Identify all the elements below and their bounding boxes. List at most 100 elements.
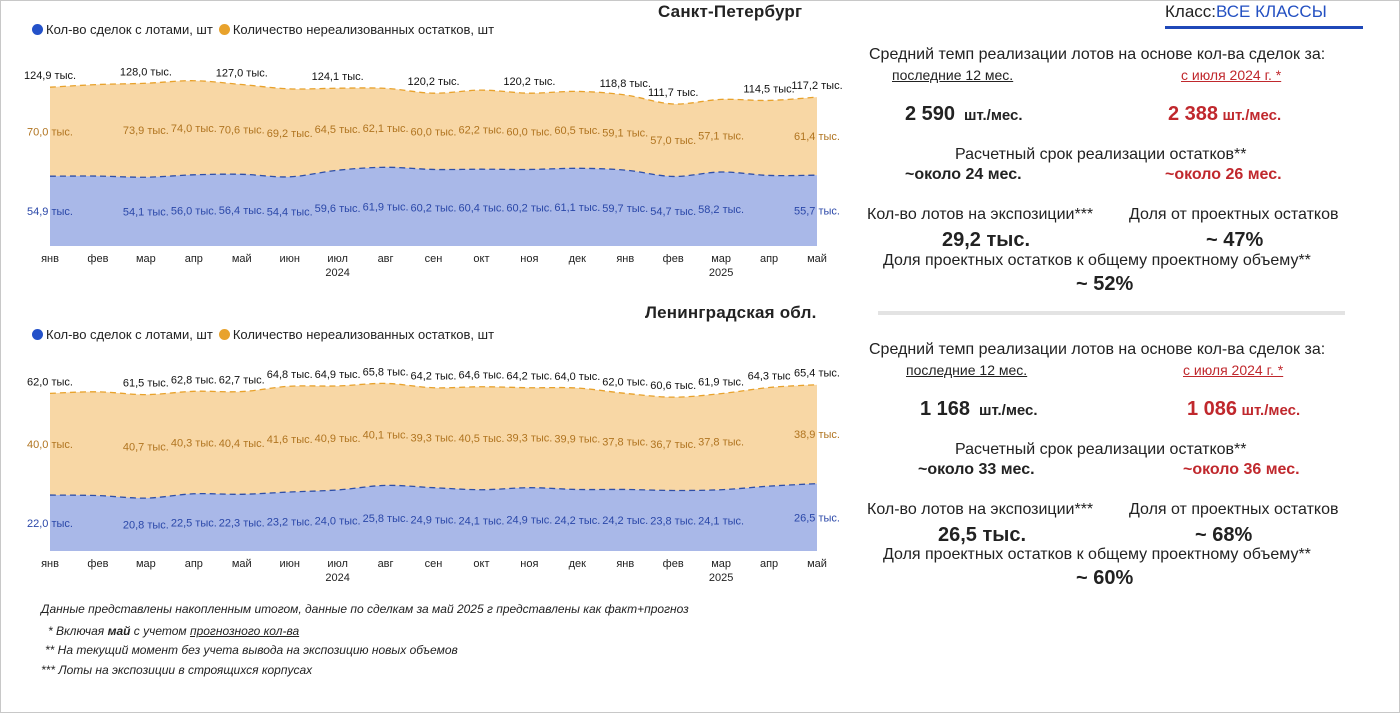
data-label-remaining: 59,1 тыс.: [602, 128, 648, 140]
data-label-remaining: 61,4 тыс.: [794, 131, 840, 143]
data-label-total: 64,2 тыс.: [506, 371, 552, 383]
x-tick-label: июн: [279, 253, 299, 265]
x-tick-label: дек: [569, 558, 587, 570]
data-label-deals: 60,2 тыс.: [506, 203, 552, 215]
class-filter-value[interactable]: ВСЕ КЛАССЫ: [1216, 2, 1327, 21]
exposure-title: Кол-во лотов на экспозиции***: [867, 501, 1094, 518]
data-label-deals: 22,0 тыс.: [27, 518, 73, 530]
x-tick-label: янв: [616, 558, 634, 570]
data-label-total: 62,8 тыс.: [171, 374, 217, 386]
period-12-months: последние 12 мес.: [906, 362, 1028, 378]
data-label-remaining: 70,6 тыс.: [219, 124, 265, 136]
data-label-remaining: 64,5 тыс.: [315, 124, 361, 136]
share-title: Доля от проектных остатков: [1129, 501, 1339, 518]
section-divider: [878, 311, 1345, 315]
x-tick-label: апр: [760, 253, 778, 265]
x-tick-label: дек: [569, 253, 587, 265]
data-label-deals: 61,1 тыс.: [554, 202, 600, 214]
data-label-total: 124,9 тыс.: [24, 70, 76, 82]
footnote-2: ** На текущий момент без учета вывода на…: [45, 643, 458, 657]
data-label-remaining: 60,5 тыс.: [554, 125, 600, 137]
data-label-total: 62,7 тыс.: [219, 375, 265, 387]
data-label-deals: 24,9 тыс.: [411, 514, 457, 526]
data-label-deals: 24,0 тыс.: [315, 515, 361, 527]
data-label-total: 111,7 тыс.: [648, 87, 698, 99]
area-remaining: [50, 383, 817, 499]
legend-lo: Кол-во сделок с лотами, шт Количество не…: [32, 327, 500, 342]
data-label-deals: 59,7 тыс.: [602, 203, 648, 215]
pace-12-months: 2 590 шт./мес.: [905, 103, 1023, 125]
x-tick-label: авг: [378, 253, 394, 265]
x-tick-label: фев: [663, 253, 684, 265]
x-tick-label: апр: [185, 253, 203, 265]
x-tick-label: сен: [425, 253, 443, 265]
data-label-deals: 61,9 тыс.: [363, 202, 409, 214]
period-since-july: с июля 2024 г. *: [1183, 362, 1284, 378]
data-label-remaining: 41,6 тыс.: [267, 434, 313, 446]
data-label-total: 64,2 тыс.: [411, 371, 457, 383]
period-12-months: последние 12 мес.: [892, 67, 1014, 83]
data-label-total: 64,8 тыс.: [267, 369, 313, 381]
legend-item-deals[interactable]: Кол-во сделок с лотами, шт: [32, 327, 213, 342]
data-label-deals: 54,1 тыс.: [123, 207, 169, 219]
x-tick-label: сен: [425, 558, 443, 570]
share-value: ~ 47%: [1206, 229, 1264, 251]
data-label-deals: 22,5 тыс.: [171, 517, 217, 529]
data-label-deals: 24,2 тыс.: [602, 515, 648, 527]
footnote-3: *** Лоты на экспозиции в строящихся корп…: [41, 663, 313, 677]
project-share-title: Доля проектных остатков к общему проектн…: [883, 252, 1311, 269]
x-year-label: 2024: [325, 267, 349, 279]
area-deals: [50, 483, 817, 551]
project-share-value: ~ 60%: [1076, 567, 1134, 589]
x-tick-label: фев: [87, 558, 108, 570]
data-label-remaining: 40,7 тыс.: [123, 441, 169, 453]
data-label-deals: 24,1 тыс.: [698, 515, 744, 527]
line-total: [49, 382, 818, 398]
data-label-remaining: 40,1 тыс.: [363, 429, 409, 441]
x-tick-label: мар: [136, 558, 156, 570]
x-tick-label: окт: [473, 558, 489, 570]
legend-item-remaining[interactable]: Количество нереализованных остатков, шт: [218, 22, 494, 37]
line-total: [49, 80, 818, 105]
x-tick-label: окт: [473, 253, 489, 265]
x-tick-label: фев: [663, 558, 684, 570]
class-filter[interactable]: Класс:ВСЕ КЛАССЫ: [1165, 2, 1327, 22]
data-label-total: 120,2 тыс.: [407, 76, 459, 88]
pace-title: Средний темп реализации лотов на основе …: [869, 46, 1326, 63]
x-tick-label: ноя: [520, 558, 538, 570]
legend-dot-remaining: [218, 24, 230, 35]
x-tick-label: июн: [279, 558, 299, 570]
data-label-total: 64,3 тыс: [748, 370, 791, 382]
data-label-deals: 56,4 тыс.: [219, 205, 265, 217]
data-label-deals: 26,5 тыс.: [794, 512, 840, 524]
exposure-title: Кол-во лотов на экспозиции***: [867, 206, 1094, 223]
data-label-remaining: 40,3 тыс.: [171, 438, 217, 450]
data-label-deals: 54,4 тыс.: [267, 206, 313, 218]
data-label-remaining: 39,3 тыс.: [411, 433, 457, 445]
legend-item-remaining[interactable]: Количество нереализованных остатков, шт: [218, 327, 494, 342]
chart-spb: 124,9 тыс. 70,0 тыс. 54,9 тыс. янв фев 128,0 …: [24, 66, 843, 279]
x-tick-label: май: [232, 253, 252, 265]
term-title: Расчетный срок реализации остатков**: [955, 441, 1247, 458]
project-share-title: Доля проектных остатков к общему проектн…: [883, 546, 1311, 563]
data-label-total: 61,9 тыс.: [698, 377, 744, 389]
data-label-remaining: 74,0 тыс.: [171, 123, 217, 135]
x-tick-label: янв: [41, 558, 59, 570]
data-label-deals: 24,2 тыс.: [554, 515, 600, 527]
term-since-july: ~около 36 мес.: [1183, 461, 1300, 478]
x-tick-label: ноя: [520, 253, 538, 265]
legend-dot-deals: [32, 24, 43, 35]
x-year-label: 2025: [709, 572, 733, 584]
data-label-deals: 24,1 тыс.: [458, 515, 504, 527]
data-label-total: 64,9 тыс.: [315, 369, 361, 381]
data-label-deals: 58,2 тыс.: [698, 204, 744, 216]
data-label-total: 128,0 тыс.: [120, 66, 172, 78]
legend-item-deals[interactable]: Кол-во сделок с лотами, шт: [32, 22, 213, 37]
share-title: Доля от проектных остатков: [1129, 206, 1339, 223]
exposure-value: 29,2 тыс.: [942, 229, 1031, 251]
data-label-remaining: 62,2 тыс.: [458, 125, 504, 137]
data-label-deals: 59,6 тыс.: [315, 203, 361, 215]
data-label-deals: 54,9 тыс.: [27, 206, 73, 218]
x-tick-label: май: [807, 558, 827, 570]
data-label-remaining: 70,0 тыс.: [27, 127, 73, 139]
